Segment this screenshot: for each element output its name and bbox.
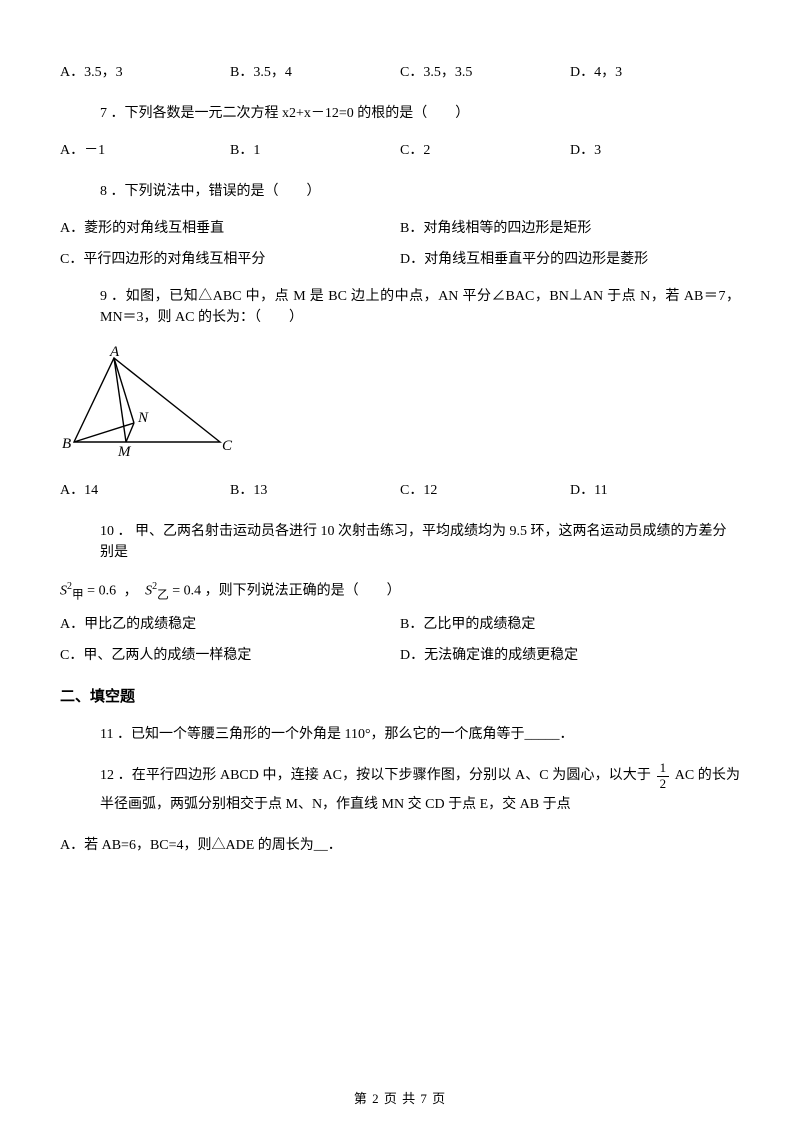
q9-option-a: A．14 <box>60 480 230 501</box>
triangle-diagram: A B M N C <box>60 344 235 459</box>
q10-option-a: A．甲比乙的成绩稳定 <box>60 614 400 635</box>
q8-option-a: A．菱形的对角线互相垂直 <box>60 218 400 239</box>
q9-text: 9 ．如图，已知△ABC 中，点 M 是 BC 边上的中点，AN 平分∠BAC，… <box>100 286 740 328</box>
q10-variance-line: S2甲 = 0.6 ， S2乙 = 0.4 ，则下列说法正确的是（ ） <box>60 579 740 604</box>
q10-options-row2: C．甲、乙两人的成绩一样稳定 D．无法确定谁的成绩更稳定 <box>60 645 740 666</box>
q8-options-row2: C．平行四边形的对角线互相平分 D．对角线互相垂直平分的四边形是菱形 <box>60 249 740 270</box>
q9-figure: A B M N C <box>60 344 740 466</box>
variance-yi-val: = 0.4 <box>169 584 201 599</box>
q8-text: 8 ．下列说法中，错误的是（ ） <box>100 181 740 202</box>
q6-options: A．3.5，3 B．3.5，4 C．3.5，3.5 D．4，3 <box>60 62 740 83</box>
fraction-num: 1 <box>657 761 670 776</box>
q10-text-prefix: 10 ． 甲、乙两名射击运动员各进行 10 次射击练习，平均成绩均为 9.5 环… <box>100 521 740 563</box>
page-footer: 第 2 页 共 7 页 <box>0 1089 800 1109</box>
variance-jia-val: = 0.6 <box>84 584 116 599</box>
q6-option-c: C．3.5，3.5 <box>400 62 570 83</box>
label-n: N <box>137 410 149 426</box>
q9-option-d: D．11 <box>570 480 740 501</box>
q10-option-c: C．甲、乙两人的成绩一样稳定 <box>60 645 400 666</box>
q8-option-c: C．平行四边形的对角线互相平分 <box>60 249 400 270</box>
q7-options: A．－1 B．1 C．2 D．3 <box>60 140 740 161</box>
label-a: A <box>109 344 120 360</box>
q9-options: A．14 B．13 C．12 D．11 <box>60 480 740 501</box>
q6-option-d: D．4，3 <box>570 62 740 83</box>
comma-1: ， <box>124 584 138 599</box>
q9-option-b: B．13 <box>230 480 400 501</box>
variance-yi-sub: 乙 <box>157 588 169 601</box>
q7-option-d: D．3 <box>570 140 740 161</box>
label-c: C <box>222 438 233 454</box>
q12-line2: A．若 AB=6，BC=4，则△ADE 的周长为__． <box>60 835 740 856</box>
q10-option-d: D．无法确定谁的成绩更稳定 <box>400 645 740 666</box>
q6-option-b: B．3.5，4 <box>230 62 400 83</box>
q7-option-b: B．1 <box>230 140 400 161</box>
q10-options-row1: A．甲比乙的成绩稳定 B．乙比甲的成绩稳定 <box>60 614 740 635</box>
q12-prefix: 12 ．在平行四边形 ABCD 中，连接 AC，按以下步骤作图，分别以 A、C … <box>100 768 651 783</box>
q6-option-a: A．3.5，3 <box>60 62 230 83</box>
q12-text: 12 ．在平行四边形 ABCD 中，连接 AC，按以下步骤作图，分别以 A、C … <box>100 761 740 819</box>
variance-jia-sub: 甲 <box>72 588 84 601</box>
section-2-heading: 二、填空题 <box>60 686 740 709</box>
q10-option-b: B．乙比甲的成绩稳定 <box>400 614 740 635</box>
label-b: B <box>62 436 71 452</box>
q7-text: 7 ．下列各数是一元二次方程 x2+x－12=0 的根的是（ ） <box>100 103 740 124</box>
fraction-den: 2 <box>657 777 670 791</box>
variance-jia: S2甲 = 0.6 <box>60 579 116 604</box>
q8-options-row1: A．菱形的对角线互相垂直 B．对角线相等的四边形是矩形 <box>60 218 740 239</box>
q8-option-b: B．对角线相等的四边形是矩形 <box>400 218 740 239</box>
q11-text: 11 ．已知一个等腰三角形的一个外角是 110°，那么它的一个底角等于_____… <box>100 724 740 745</box>
label-m: M <box>117 444 132 459</box>
fraction-half: 1 2 <box>657 761 670 791</box>
q10-text-suffix: ，则下列说法正确的是（ ） <box>205 584 401 599</box>
q7-option-a: A．－1 <box>60 140 230 161</box>
variance-yi: S2乙 = 0.4 <box>145 579 201 604</box>
q9-option-c: C．12 <box>400 480 570 501</box>
q8-option-d: D．对角线互相垂直平分的四边形是菱形 <box>400 249 740 270</box>
q7-option-c: C．2 <box>400 140 570 161</box>
variance-jia-s: S <box>60 584 67 599</box>
